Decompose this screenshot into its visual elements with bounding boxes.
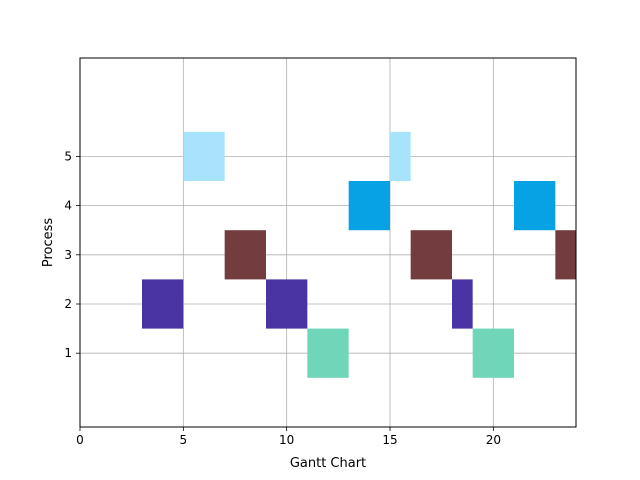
gantt-bar-process-5 bbox=[183, 131, 225, 181]
gantt-bar-process-5 bbox=[390, 131, 411, 181]
y-tick-label: 1 bbox=[64, 346, 72, 360]
gantt-bar-process-4 bbox=[514, 181, 556, 231]
gantt-bar-process-2 bbox=[452, 279, 473, 329]
y-axis-label: Process bbox=[41, 218, 56, 268]
x-tick-label: 15 bbox=[382, 433, 397, 447]
gantt-bar-process-2 bbox=[266, 279, 308, 329]
plot-frame bbox=[79, 57, 577, 428]
gantt-bar-process-3 bbox=[555, 230, 576, 280]
gantt-bar-process-4 bbox=[348, 181, 390, 231]
gantt-bar-process-3 bbox=[224, 230, 266, 280]
x-tick-label: 5 bbox=[180, 433, 188, 447]
y-tick-label: 4 bbox=[64, 199, 72, 213]
gantt-bar-process-3 bbox=[410, 230, 452, 280]
y-tick-label: 2 bbox=[64, 297, 72, 311]
y-tick-label: 5 bbox=[64, 149, 72, 163]
gantt-bar-process-1 bbox=[307, 328, 349, 378]
x-tick-label: 0 bbox=[76, 433, 84, 447]
x-tick-label: 10 bbox=[279, 433, 294, 447]
x-tick-label: 20 bbox=[486, 433, 501, 447]
axis-ticks: 0 5 10 15 20 1 2 3 4 5 bbox=[64, 149, 501, 447]
gantt-bar-process-2 bbox=[142, 279, 184, 329]
x-axis-label: Gantt Chart bbox=[290, 456, 366, 471]
gantt-bar-process-1 bbox=[472, 328, 514, 378]
y-tick-label: 3 bbox=[64, 248, 72, 262]
gantt-bars bbox=[142, 131, 576, 378]
